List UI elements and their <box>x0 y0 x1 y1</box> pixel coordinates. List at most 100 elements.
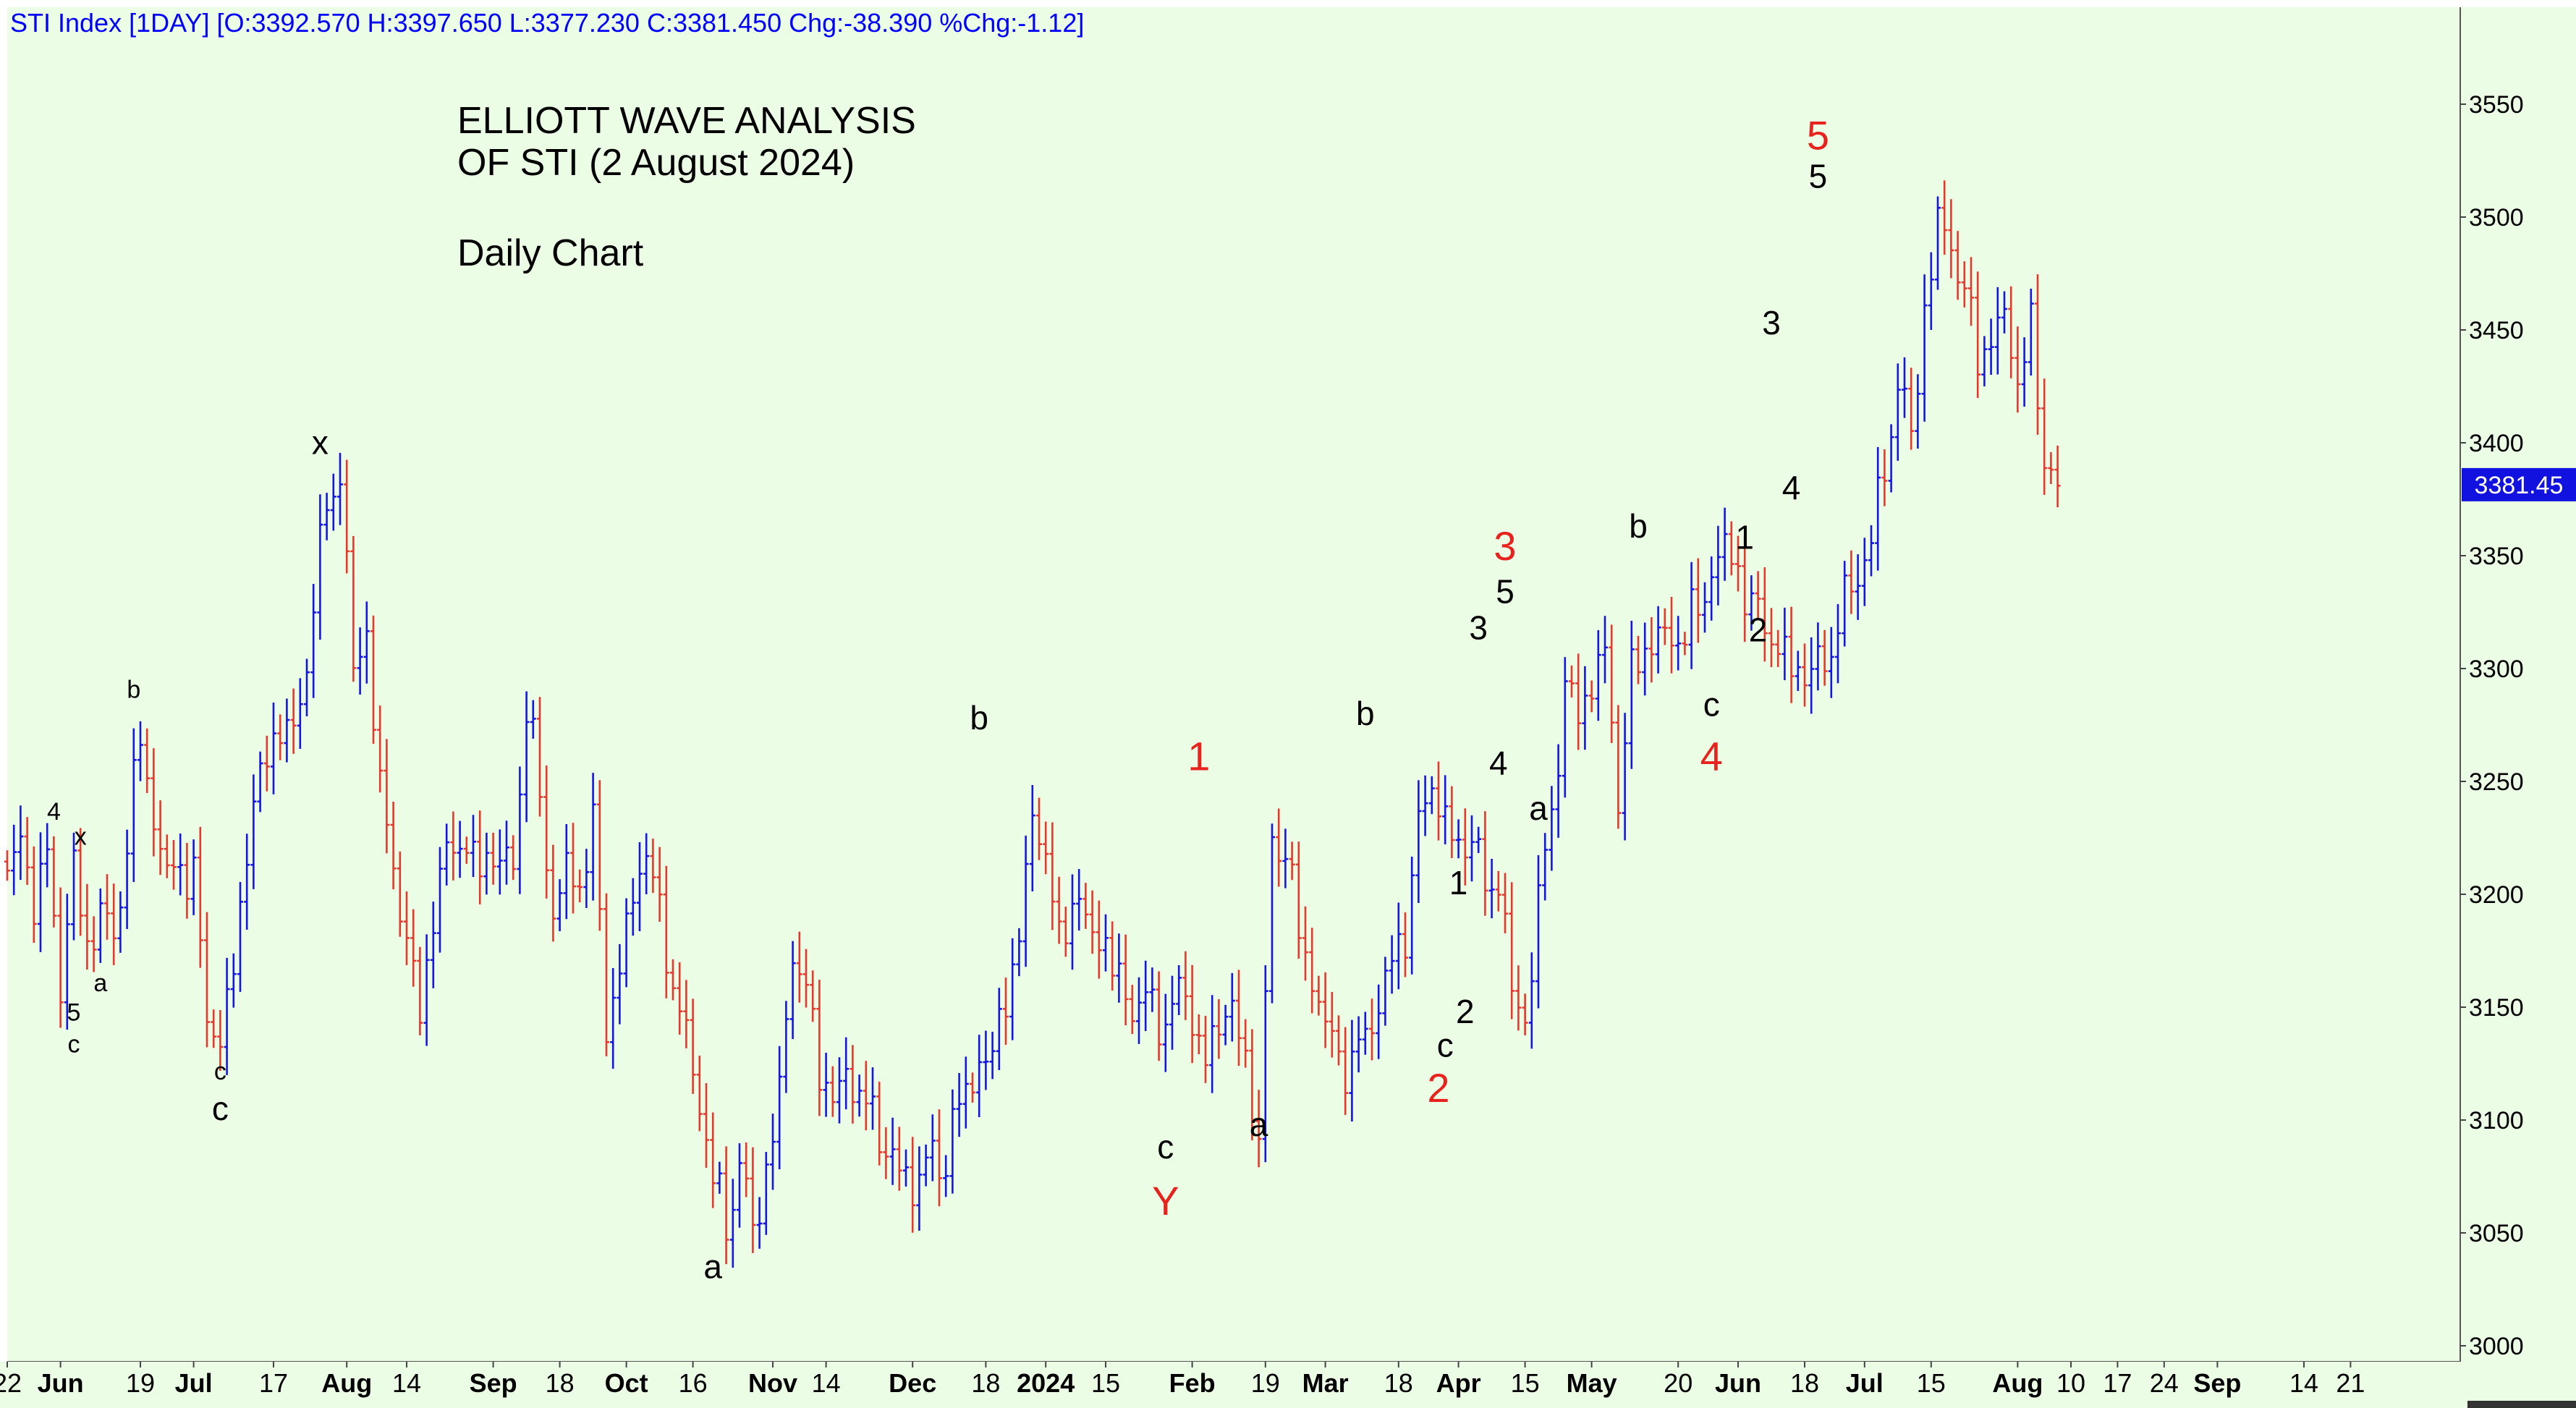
price-bar <box>1036 797 1042 860</box>
wave-label: b <box>1356 695 1375 732</box>
price-bar <box>1062 907 1069 957</box>
wave-label: 5 <box>1809 157 1828 195</box>
price-bar <box>1342 1027 1349 1115</box>
x-tick: 14 <box>2289 1362 2318 1398</box>
price-bar <box>2021 337 2028 407</box>
price-bar <box>1861 538 1868 606</box>
y-tick: 3250 <box>2460 768 2524 796</box>
symbol-header: STI Index [1DAY] [O:3392.570 H:3397.650 … <box>10 8 1084 38</box>
title-line-2: OF STI (2 August 2024) <box>457 142 855 184</box>
price-bar <box>490 832 496 885</box>
price-bar <box>71 832 77 941</box>
price-bar <box>729 1179 736 1268</box>
wave-label: 2 <box>1456 993 1475 1030</box>
price-bar <box>1269 823 1275 1004</box>
price-bar <box>1988 318 1994 376</box>
last-price-marker: 3381.45 <box>2462 467 2576 501</box>
price-bar <box>1648 617 1655 683</box>
x-tick-label: Jun <box>38 1368 84 1398</box>
price-bar <box>1436 761 1441 841</box>
x-tick-label: 14 <box>2289 1368 2318 1398</box>
price-axis-ticks: 3000 3050 3100 3150 3200 3250 3300 3350 3400 3450… <box>2460 91 2524 1360</box>
price-bar <box>217 1010 224 1071</box>
price-bar <box>483 832 490 895</box>
price-bar <box>1522 993 1528 1035</box>
scrollbar-stub[interactable] <box>2467 1401 2576 1408</box>
price-bar <box>17 805 24 881</box>
y-tick-label: 3550 <box>2469 91 2524 119</box>
price-bar <box>1056 876 1062 944</box>
price-bar <box>550 844 556 942</box>
price-bar <box>2048 451 2054 484</box>
x-tick-label: Aug <box>1992 1368 2043 1398</box>
price-bar <box>130 728 137 882</box>
wave-label: 4 <box>47 798 61 826</box>
price-bar <box>330 473 336 531</box>
wave-label: 3 <box>1469 608 1488 646</box>
price-bar <box>397 851 403 937</box>
wave-label: 4 <box>1489 745 1508 782</box>
price-bar <box>1016 928 1022 977</box>
price-bar <box>1209 995 1216 1093</box>
price-bar <box>690 998 696 1094</box>
price-bar <box>1575 653 1582 750</box>
price-bar <box>2035 274 2041 435</box>
price-bar <box>1189 964 1195 1064</box>
price-bar <box>1715 525 1721 606</box>
price-bar <box>1289 841 1295 881</box>
price-bar <box>244 834 250 930</box>
price-bar <box>1103 914 1109 972</box>
x-tick: 2024 <box>1017 1362 1075 1398</box>
price-bar <box>1609 624 1615 744</box>
price-bar <box>290 688 297 754</box>
price-bar <box>1748 575 1755 631</box>
x-tick-label: Nov <box>748 1368 797 1398</box>
price-bar <box>157 800 164 875</box>
price-bar <box>344 459 350 574</box>
price-bar <box>1236 970 1242 1066</box>
price-bar <box>883 1127 889 1179</box>
y-tick: 3400 <box>2460 430 2524 457</box>
price-bar <box>1049 822 1056 930</box>
price-bar <box>1954 231 1961 300</box>
price-bar <box>310 583 317 698</box>
price-bar <box>1249 1029 1255 1141</box>
price-bar <box>1482 811 1488 916</box>
price-bar <box>1109 921 1116 991</box>
y-tick: 3200 <box>2460 881 2524 909</box>
price-bar <box>949 1089 956 1194</box>
price-bar <box>1488 858 1495 919</box>
price-bar <box>1941 180 1948 255</box>
price-bar <box>1242 1019 1249 1068</box>
price-bar <box>470 815 476 878</box>
x-tick: Aug <box>1992 1362 2043 1398</box>
wave-label: 2 <box>1749 611 1768 649</box>
price-bar <box>1116 933 1122 1003</box>
price-bar <box>30 846 37 943</box>
price-bar <box>190 839 197 915</box>
price-bar <box>1162 993 1169 1072</box>
price-bar <box>1029 784 1035 891</box>
price-bar <box>477 810 483 904</box>
price-bar <box>84 883 90 970</box>
wave-label: 1 <box>1449 864 1468 902</box>
price-bar <box>1509 882 1515 1019</box>
x-tick-label: 10 <box>2056 1368 2085 1398</box>
price-bar <box>803 949 809 1008</box>
price-bar <box>983 1030 989 1090</box>
price-bar <box>1802 643 1808 707</box>
price-bar <box>1302 906 1308 981</box>
x-tick: 19 <box>126 1362 155 1398</box>
price-bar <box>271 702 276 794</box>
x-tick: Mar <box>1302 1362 1349 1398</box>
price-bar <box>1376 984 1382 1059</box>
x-tick-label: Dec <box>889 1368 936 1398</box>
price-bar <box>284 698 290 763</box>
x-tick: 14 <box>812 1362 841 1398</box>
price-bar <box>936 1109 942 1207</box>
price-bar <box>1169 975 1175 1050</box>
x-tick-label: 18 <box>971 1368 1000 1398</box>
price-bar <box>563 824 569 920</box>
price-bar <box>1708 556 1715 621</box>
